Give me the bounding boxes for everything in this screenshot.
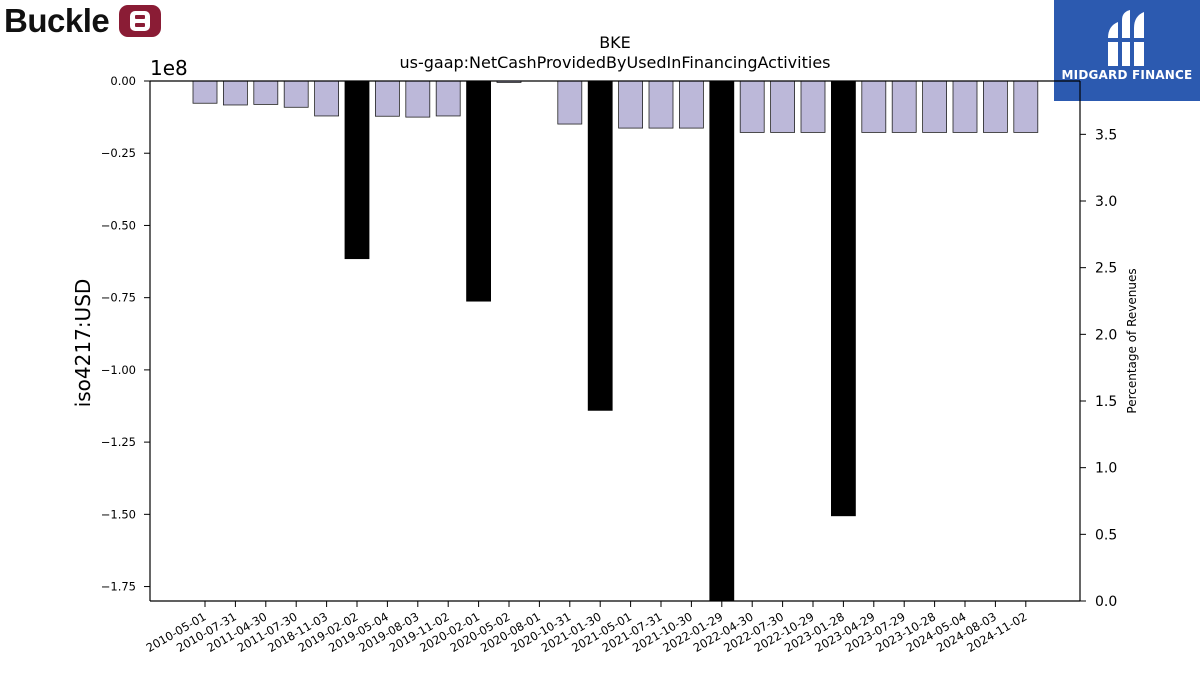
bar <box>618 80 643 129</box>
y-tick-label: −0.25 <box>101 146 136 160</box>
y2-tick-label: 2.0 <box>1095 327 1117 343</box>
y-tick-label: −1.75 <box>101 580 136 594</box>
chart-title: BKE <box>599 33 631 52</box>
y2-tick-label: 1.0 <box>1095 461 1117 477</box>
y2-tick-label: 2.5 <box>1095 261 1117 277</box>
y-tick-label: −1.00 <box>101 363 136 377</box>
bar <box>192 80 218 104</box>
bar <box>739 80 765 133</box>
y-tick-label: −1.50 <box>101 507 136 521</box>
bar <box>374 80 400 117</box>
bar <box>405 80 431 118</box>
buckle-b-icon <box>119 5 162 37</box>
y2-tick-label: 3.5 <box>1095 127 1117 143</box>
y-offset-label: 1e8 <box>150 56 188 80</box>
bar <box>648 80 674 129</box>
bar <box>679 80 704 129</box>
y-tick-label: −0.75 <box>101 291 136 305</box>
chart-subtitle: us-gaap:NetCashProvidedByUsedInFinancing… <box>399 53 830 72</box>
bar <box>922 80 947 133</box>
bar <box>800 80 826 133</box>
bar <box>557 80 583 125</box>
y-axis-label: iso4217:USD <box>71 279 95 408</box>
bar <box>770 80 795 133</box>
y2-tick-label: 0.0 <box>1095 594 1117 610</box>
bar <box>587 80 613 411</box>
y-tick-label: −0.50 <box>101 218 136 232</box>
bar <box>435 80 461 117</box>
midgard-emblem-icon <box>1104 8 1150 70</box>
y2-axis-label: Percentage of Revenues <box>1125 268 1139 413</box>
buckle-wordmark: Buckle <box>4 2 110 39</box>
bar <box>222 80 248 106</box>
bar <box>952 80 978 133</box>
bar <box>1013 80 1039 133</box>
bar <box>314 80 340 117</box>
y2-tick-label: 3.0 <box>1095 194 1117 210</box>
y-tick-label: −1.25 <box>101 435 136 449</box>
bar <box>253 80 279 105</box>
y2-tick-label: 1.5 <box>1095 394 1117 410</box>
midgard-finance-wordmark: MIDGARD FINANCE <box>1061 68 1193 82</box>
buckle-logo: Buckle <box>4 2 162 39</box>
bar <box>861 80 887 133</box>
bar <box>983 80 1008 133</box>
y2-tick-label: 0.5 <box>1095 527 1117 543</box>
bar <box>344 80 370 260</box>
bar <box>891 80 917 133</box>
bar <box>283 80 309 108</box>
bar <box>831 80 856 517</box>
midgard-finance-logo: MIDGARD FINANCE <box>1054 0 1200 101</box>
bar <box>709 80 735 602</box>
bar <box>466 80 492 302</box>
y-tick-label: 0.00 <box>110 74 136 88</box>
